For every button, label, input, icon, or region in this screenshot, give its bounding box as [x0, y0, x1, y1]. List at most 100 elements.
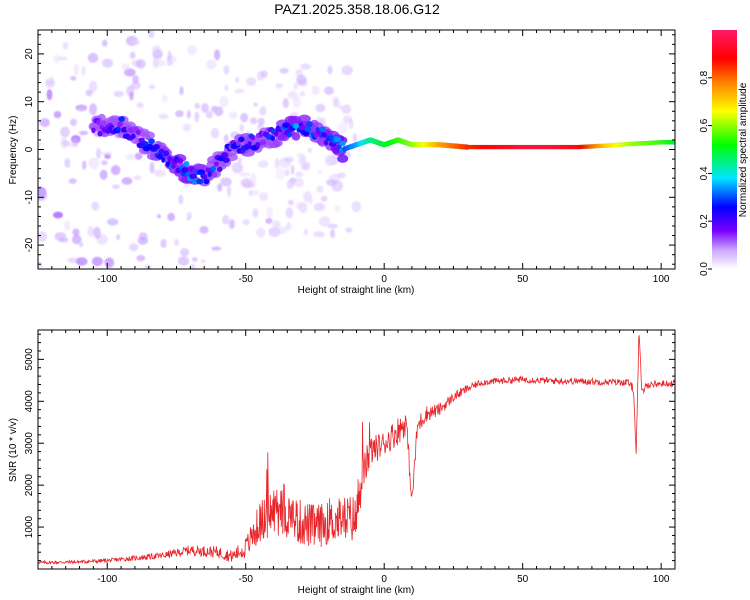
heatmap-blob: [205, 110, 213, 119]
y-tick-label: -20: [24, 237, 35, 252]
heatmap-blob: [179, 86, 184, 96]
heatmap-blob: [72, 228, 80, 237]
heatmap-blob: [178, 194, 184, 205]
heatmap-blob: [330, 228, 335, 239]
heatmap-blob: [259, 192, 269, 202]
heatmap-blob: [257, 160, 269, 168]
colorbar: [712, 30, 737, 269]
x-tick-label: 0: [381, 274, 387, 285]
heatmap-cell: [321, 132, 328, 138]
heatmap-layer: [38, 30, 675, 269]
heatmap-blob: [210, 127, 220, 139]
heatmap-blob: [224, 84, 229, 91]
heatmap-cell: [118, 116, 125, 122]
heatmap-blob: [107, 218, 119, 226]
heatmap-blob: [268, 226, 281, 238]
heatmap-blob: [211, 246, 222, 251]
heatmap-cell: [319, 126, 327, 132]
heatmap-blob: [219, 96, 229, 108]
heatmap-blob: [226, 185, 232, 197]
y-tick-label: 1000: [24, 516, 35, 539]
heatmap-blob: [315, 103, 326, 113]
heatmap-blob: [299, 91, 306, 97]
heatmap-blob: [240, 113, 249, 123]
y-tick-label: -10: [24, 190, 35, 205]
heatmap-blob: [38, 261, 43, 269]
heatmap-cell: [117, 121, 123, 128]
heatmap-blob: [177, 256, 190, 266]
heatmap-blob: [283, 156, 294, 163]
heatmap-blob: [121, 177, 133, 185]
heatmap-blob: [78, 241, 84, 248]
heatmap-blob: [311, 85, 320, 96]
heatmap-cell: [325, 129, 330, 136]
heatmap-cell: [291, 132, 301, 141]
heatmap-blob: [104, 257, 115, 268]
heatmap-cell: [216, 166, 223, 173]
x-tick-label: 100: [653, 274, 670, 285]
heatmap-blob: [229, 111, 238, 119]
heatmap-blob: [223, 65, 230, 75]
heatmap-blob: [70, 76, 77, 81]
heatmap-blob: [89, 80, 98, 93]
heatmap-blob: [292, 95, 301, 108]
heatmap-cell: [100, 120, 107, 126]
heatmap-blob: [316, 185, 324, 193]
heatmap-blob: [291, 177, 296, 186]
heatmap-cell: [337, 154, 349, 163]
heatmap-blob: [313, 202, 326, 212]
heatmap-blob: [38, 142, 43, 147]
bottom-plot-frame: [37, 329, 676, 570]
heatmap-blob: [149, 162, 155, 174]
heatmap-blob: [285, 207, 294, 219]
heatmap-blob: [89, 103, 97, 116]
x-tick-label: -50: [238, 274, 253, 285]
heatmap-blob: [290, 164, 295, 175]
heatmap-blob: [180, 247, 190, 257]
heatmap-blob: [53, 54, 60, 64]
heatmap-blob: [255, 227, 266, 238]
heatmap-blob: [249, 117, 258, 125]
heatmap-blob: [201, 103, 209, 113]
x-tick-label: 100: [653, 574, 670, 585]
heatmap-blob: [222, 214, 230, 225]
heatmap-blob: [303, 229, 308, 236]
heatmap-blob: [175, 110, 184, 118]
heatmap-blob: [56, 56, 68, 61]
y-tick-label: 4000: [24, 390, 35, 413]
heatmap-blob: [318, 216, 331, 227]
heatmap-blob: [327, 65, 333, 75]
heatmap-blob: [228, 219, 235, 230]
heatmap-blob: [341, 104, 352, 114]
heatmap-cell: [156, 154, 163, 160]
heatmap-blob: [285, 221, 292, 231]
heatmap-blob: [297, 155, 304, 167]
heatmap-blob: [131, 39, 141, 45]
heatmap-blob: [299, 202, 308, 214]
heatmap-blob: [53, 111, 62, 119]
heatmap-blob: [136, 255, 146, 262]
heatmap-blob: [295, 171, 304, 178]
heatmap-cell: [165, 161, 171, 167]
heatmap-cell: [339, 140, 346, 147]
heatmap-blob: [160, 238, 167, 248]
heatmap-blob: [220, 177, 232, 187]
heatmap-blob: [46, 89, 53, 101]
heatmap-blob: [326, 179, 337, 186]
heatmap-cell: [236, 140, 240, 147]
heatmap-blob: [200, 259, 206, 264]
heatmap-blob: [39, 118, 50, 128]
heatmap-blob: [217, 183, 223, 192]
heatmap-blob: [307, 148, 312, 153]
heatmap-blob: [64, 220, 71, 232]
heatmap-blob: [149, 84, 156, 89]
heatmap-blob: [300, 165, 306, 170]
heatmap-blob: [186, 212, 193, 219]
y-tick-label: 5000: [24, 348, 35, 371]
top-x-axis-label: Height of straight line (km): [298, 285, 415, 296]
heatmap-cell: [212, 171, 218, 178]
x-tick-label: -50: [238, 574, 253, 585]
heatmap-blob: [152, 45, 162, 54]
heatmap-blob: [76, 257, 88, 266]
heatmap-blob: [199, 226, 209, 234]
